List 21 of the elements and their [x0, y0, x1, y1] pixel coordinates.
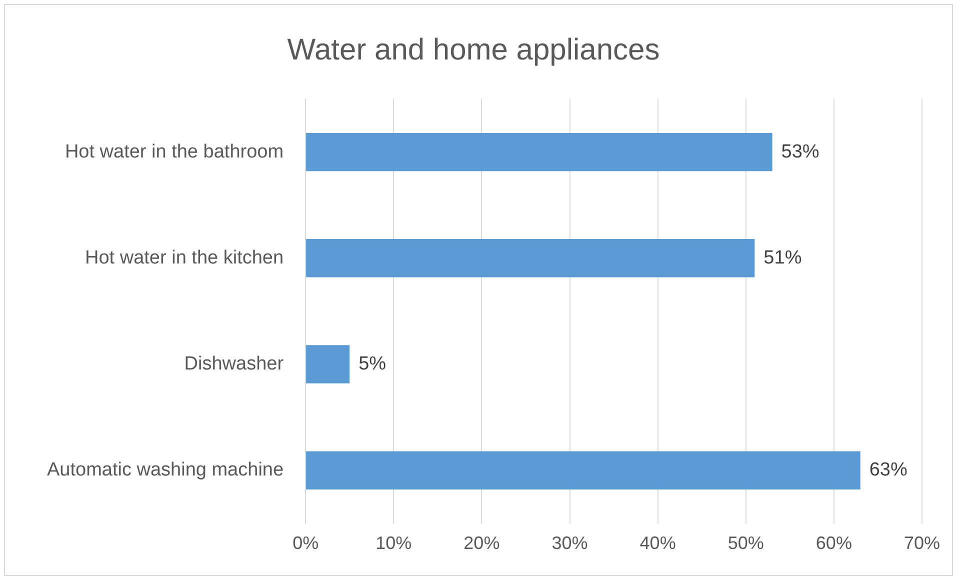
x-tick-label: 70% [904, 533, 940, 554]
x-tick-label: 50% [728, 533, 764, 554]
y-tick-label: Automatic washing machine [46, 460, 284, 481]
data-label: 53% [781, 141, 820, 162]
x-tick-label: 20% [464, 533, 500, 554]
data-label: 63% [869, 460, 908, 481]
x-tick-label: 30% [552, 533, 588, 554]
x-tick-label: 60% [816, 533, 852, 554]
x-tick-label: 10% [376, 533, 412, 554]
y-tick-label: Hot water in the bathroom [64, 141, 284, 162]
x-tick-label: 40% [640, 533, 676, 554]
chart-title: Water and home appliances [287, 33, 660, 66]
data-label: 5% [358, 353, 386, 374]
x-tick-label: 0% [292, 533, 319, 554]
bar [306, 132, 772, 172]
y-tick-label: Dishwasher [184, 353, 284, 374]
bar [306, 345, 350, 384]
bar [306, 451, 860, 490]
bar [306, 239, 755, 278]
data-label: 51% [764, 247, 802, 268]
y-tick-label: Hot water in the kitchen [85, 247, 284, 268]
